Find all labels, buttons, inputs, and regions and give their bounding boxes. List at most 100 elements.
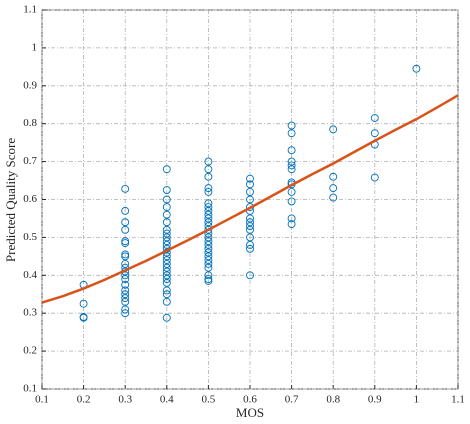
scatter-point <box>162 233 171 242</box>
scatter-point <box>329 172 338 181</box>
scatter-point <box>121 294 130 302</box>
scatter-point <box>287 197 296 206</box>
scatter-point <box>162 297 171 306</box>
scatter-point <box>204 233 213 242</box>
scatter-point <box>329 125 338 134</box>
scatter-point <box>287 214 296 223</box>
scatter-point <box>246 174 254 183</box>
scatter-point <box>162 229 171 238</box>
y-tick-label: 0.3 <box>23 307 37 319</box>
scatter-point <box>121 237 130 246</box>
scatter-point <box>246 187 254 196</box>
fit-curve <box>41 94 459 304</box>
scatter-point <box>162 195 171 204</box>
scatter-point <box>162 278 171 287</box>
scatter-point <box>162 237 171 246</box>
x-tick-label: 0.5 <box>202 394 216 406</box>
scatter-point <box>121 309 130 318</box>
scatter-point <box>287 220 296 229</box>
scatter-point <box>329 184 338 193</box>
y-axis-label: Predicted Quality Score <box>3 138 18 262</box>
scatter-point <box>121 252 130 261</box>
scatter-point <box>246 180 254 189</box>
scatter-point <box>204 241 213 249</box>
scatter-point <box>162 203 171 212</box>
scatter-point <box>412 64 421 73</box>
scatter-point <box>79 299 88 308</box>
scatter-point <box>121 218 130 227</box>
scatter-point <box>287 161 296 170</box>
scatter-point <box>162 256 171 265</box>
scatter-point <box>162 286 171 295</box>
scatter-point <box>287 121 296 130</box>
scatter-point <box>162 290 171 299</box>
x-tick-label: 0.6 <box>243 394 257 406</box>
x-tick-label: 1 <box>414 394 420 406</box>
x-tick-label: 1.1 <box>451 394 465 406</box>
scatter-point <box>204 214 213 223</box>
scatter-point <box>370 173 379 182</box>
scatter-point <box>121 250 130 259</box>
y-tick-label: 0.6 <box>23 193 37 205</box>
scatter-point <box>204 187 213 196</box>
scatter-point <box>246 225 254 234</box>
y-tick-label: 0.2 <box>23 345 37 357</box>
x-tick-label: 0.2 <box>77 394 91 406</box>
scatter-point <box>329 193 338 202</box>
scatter-point <box>121 259 130 268</box>
scatter-point <box>246 195 254 204</box>
scatter-point <box>370 129 379 138</box>
scatter-point <box>204 259 213 268</box>
scatter-point <box>204 237 213 246</box>
y-tick-label: 0.8 <box>23 117 37 129</box>
scatter-point <box>121 286 130 295</box>
scatter-point <box>370 114 379 122</box>
scatter-point <box>121 225 130 234</box>
scatter-point <box>204 165 213 174</box>
scatter-point <box>162 259 171 268</box>
scatter-point <box>162 165 171 174</box>
scatter-point <box>121 280 130 289</box>
scatter-point <box>121 271 130 280</box>
scatter-point <box>162 263 171 272</box>
x-tick-label: 0.1 <box>35 394 49 406</box>
scatter-point <box>204 157 213 166</box>
scatter-point <box>287 157 296 166</box>
scatter-point <box>204 184 213 193</box>
scatter-point <box>162 275 171 284</box>
scatter-point <box>204 225 213 234</box>
x-tick-label: 0.7 <box>285 394 299 406</box>
scatter-point <box>121 239 130 248</box>
scatter-point <box>246 244 254 253</box>
scatter-point <box>204 172 213 181</box>
scatter-point <box>121 305 130 314</box>
scatter-point <box>162 313 171 322</box>
scatter-point <box>204 244 213 253</box>
scatter-point <box>162 252 171 261</box>
scatter-point <box>79 313 88 322</box>
x-tick-label: 0.9 <box>368 394 382 406</box>
scatter-point <box>204 263 213 272</box>
y-tick-label: 0.7 <box>23 155 37 167</box>
y-tick-label: 0.1 <box>23 383 37 395</box>
scatter-point <box>162 271 171 280</box>
scatter-point <box>121 297 130 306</box>
scatter-point <box>246 222 254 230</box>
scatter-point <box>204 248 213 257</box>
scatter-point <box>121 275 130 284</box>
scatter-point <box>162 225 171 234</box>
y-tick-label: 0.9 <box>23 79 37 91</box>
scatter-point <box>121 290 130 299</box>
x-tick-label: 0.8 <box>326 394 340 406</box>
scatter-point <box>287 129 296 138</box>
scatter-point <box>204 218 213 227</box>
scatter-point <box>162 186 171 194</box>
scatter-point <box>246 214 254 223</box>
scatter-point <box>204 277 213 285</box>
y-tick-label: 0.4 <box>23 269 37 281</box>
scatter-point <box>162 218 171 227</box>
y-tick-label: 0.5 <box>23 231 37 243</box>
scatter-point <box>287 146 296 155</box>
x-axis-label: MOS <box>236 405 264 420</box>
